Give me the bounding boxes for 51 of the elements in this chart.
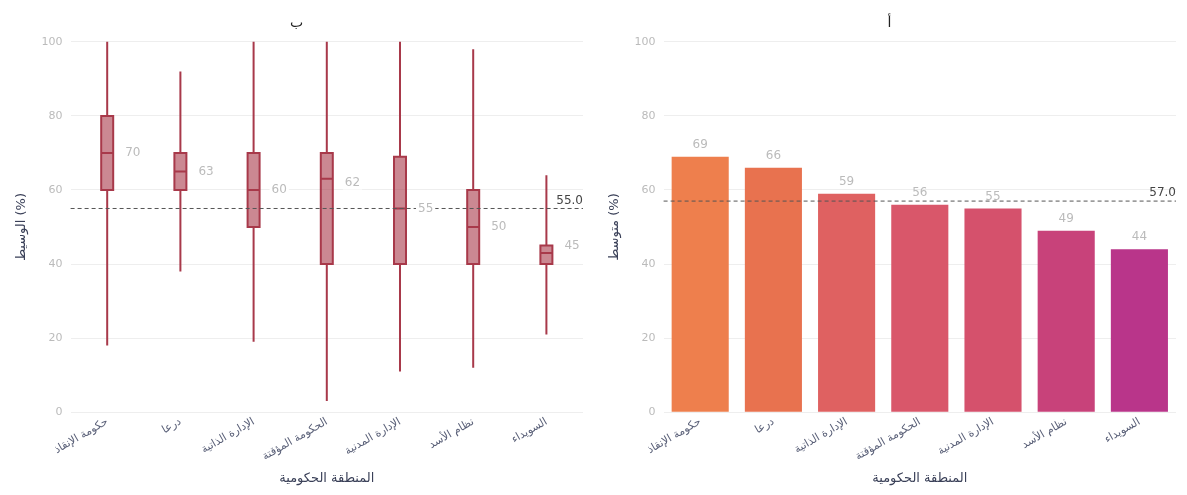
x-tick-label: نظام الأسد (1018, 413, 1070, 452)
bar (671, 156, 729, 412)
y-tick-label: 20 (641, 331, 656, 344)
data-label: 56 (912, 184, 928, 199)
bar (1037, 230, 1095, 412)
x-tick-label: درعا (159, 414, 184, 437)
annotation: 45 (564, 237, 580, 252)
x-tick-label: الإدارة المدنية (342, 414, 403, 458)
data-label: 69 (692, 136, 708, 151)
y-tick-label: 80 (641, 108, 656, 122)
y-tick-label: 100 (634, 34, 656, 48)
y-tick-label: 40 (641, 256, 656, 270)
x-axis-title: المنطقة الحكومية (872, 469, 968, 486)
x-tick-label: الإدارة المدنية (935, 414, 996, 458)
annotation: 70 (125, 145, 141, 160)
x-tick-label: السويداء (1102, 414, 1143, 446)
x-axis-title: المنطقة الحكومية (279, 469, 375, 486)
annotation: 62 (344, 174, 361, 189)
data-label: 55 (985, 188, 1001, 203)
x-tick-label: الحكومة المؤقتة (852, 414, 923, 463)
chart-title: ب (289, 14, 304, 31)
annotation: 50 (491, 219, 507, 234)
x-tick-label: السويداء (509, 414, 550, 446)
y-tick-label: 80 (48, 108, 63, 122)
data-label: 49 (1058, 210, 1074, 225)
x-tick-label: نظام الأسد (425, 413, 477, 452)
bar (891, 204, 949, 412)
bar (964, 208, 1022, 412)
x-tick-label: الإدارة الذاتية (198, 414, 257, 456)
y-tick-label: 40 (48, 256, 63, 270)
annotation: 60 (271, 182, 287, 197)
y-tick-label: 60 (48, 182, 63, 196)
bar (818, 193, 876, 412)
x-tick-label: الحكومة المؤقتة (259, 414, 330, 463)
bar (1110, 249, 1168, 412)
annotation: 55 (418, 200, 434, 215)
x-tick-label: الإدارة الذاتية (791, 414, 850, 456)
ref-line-label: 55.0 (556, 192, 583, 207)
data-label: 44 (1131, 229, 1148, 244)
chart-title: أ (887, 13, 892, 31)
annotation: 63 (198, 163, 214, 178)
y-tick-label: 60 (641, 182, 656, 196)
data-label: 66 (765, 147, 782, 162)
y-tick-label: 100 (41, 34, 63, 48)
bar (744, 167, 802, 412)
y-axis-title: متوسط (%) (606, 193, 623, 261)
y-axis-title: الوسيط (%) (13, 192, 30, 262)
ref-line-label: 57.0 (1149, 185, 1176, 200)
data-label: 59 (838, 173, 855, 188)
y-tick-label: 20 (48, 331, 63, 344)
x-tick-label: درعا (752, 414, 777, 437)
